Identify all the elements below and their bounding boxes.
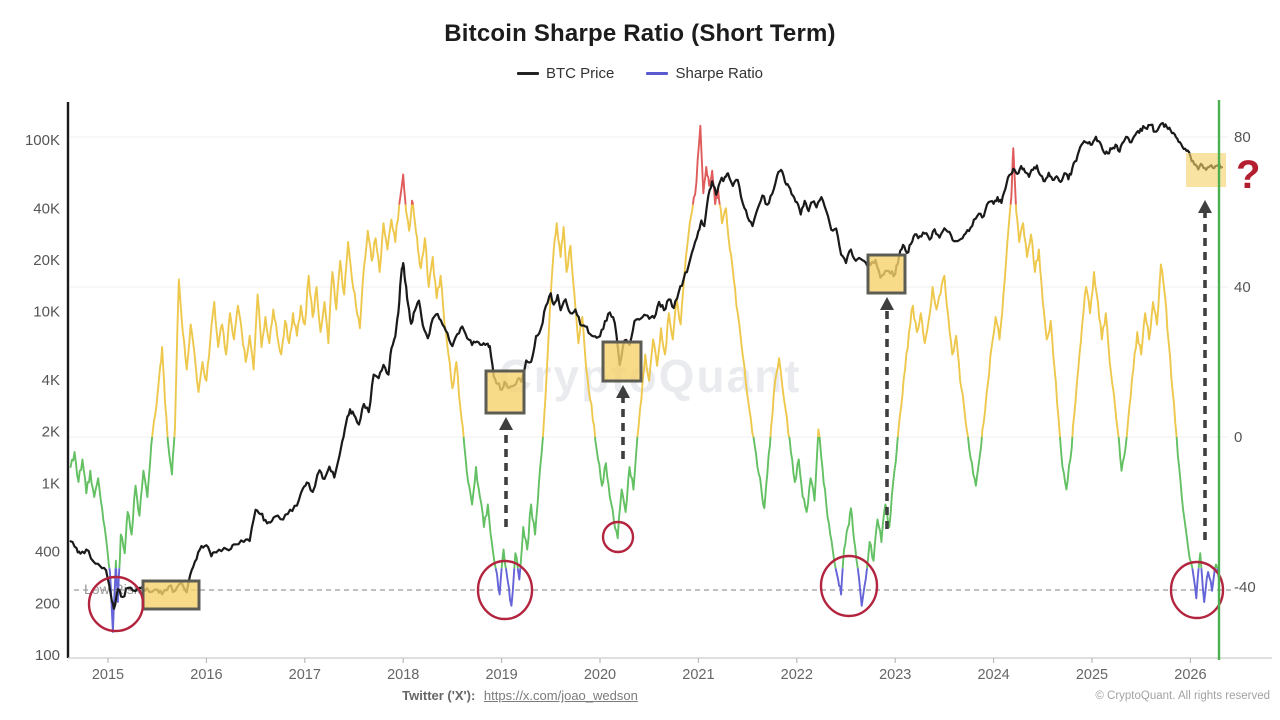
low-risk-circle <box>1169 560 1225 620</box>
question-mark-annotation: ? <box>1236 153 1260 197</box>
y-axis-label-left: 200 <box>35 595 60 612</box>
footer-copyright: © CryptoQuant. All rights reserved <box>1095 690 1270 702</box>
x-axis-label: 2017 <box>289 667 321 683</box>
y-axis-label-left: 400 <box>35 544 60 561</box>
footer-twitter: Twitter ('X'): https://x.com/joao_wedson <box>0 688 1040 703</box>
y-axis-label-right: 0 <box>1234 429 1242 446</box>
y-axis-label-left: 100 <box>35 647 60 664</box>
x-axis-label: 2022 <box>781 667 813 683</box>
y-axis-label-left: 4K <box>42 372 60 389</box>
sharpe-ratio-line <box>151 204 1178 437</box>
accumulation-box <box>484 369 526 415</box>
twitter-link[interactable]: https://x.com/joao_wedson <box>483 688 638 703</box>
x-axis-label: 2024 <box>977 667 1009 683</box>
y-axis-label-left: 10K <box>33 304 60 321</box>
btc-price-line-swatch <box>516 72 539 75</box>
legend-item-btc-price: BTC Price <box>516 65 615 82</box>
x-axis-label: 2015 <box>92 667 124 683</box>
arrow-head-icon <box>499 417 513 430</box>
x-axis-label: 2021 <box>682 667 714 683</box>
low-risk-circle <box>601 520 635 554</box>
y-axis-label-right: -40 <box>1234 579 1256 596</box>
x-axis-label: 2023 <box>879 667 911 683</box>
x-axis-label: 2018 <box>387 667 419 683</box>
x-axis-label: 2026 <box>1174 667 1206 683</box>
y-axis-label-left: 100K <box>25 132 60 149</box>
chart-legend: BTC Price Sharpe Ratio <box>0 62 1280 82</box>
btc-price-legend-label: BTC Price <box>545 65 615 82</box>
chart-title: Bitcoin Sharpe Ratio (Short Term) <box>444 20 836 47</box>
accumulation-box <box>866 253 907 295</box>
arrow-head-icon <box>880 297 894 310</box>
x-axis-label: 2020 <box>584 667 616 683</box>
x-axis-label: 2019 <box>485 667 517 683</box>
btc-price-line <box>69 121 1223 610</box>
accumulation-box <box>601 340 643 383</box>
accumulation-box <box>141 579 201 611</box>
low-risk-circle <box>87 575 145 633</box>
sharpe-ratio-line-swatch <box>646 72 669 75</box>
series-layer <box>69 121 1223 633</box>
y-axis-label-right: 40 <box>1234 279 1251 296</box>
y-axis-label-left: 2K <box>42 424 60 441</box>
arrow-head-icon <box>616 385 630 398</box>
low-risk-circle <box>819 554 879 618</box>
y-axis-label-left: 20K <box>33 252 60 269</box>
arrow-head-icon <box>1198 200 1212 213</box>
x-axis-label: 2016 <box>190 667 222 683</box>
x-axis-label: 2025 <box>1076 667 1108 683</box>
low-risk-circle <box>476 559 534 621</box>
legend-item-sharpe-ratio: Sharpe Ratio <box>646 65 763 82</box>
sharpe-ratio-legend-label: Sharpe Ratio <box>675 65 764 82</box>
twitter-label: Twitter ('X'): <box>402 688 476 703</box>
y-axis-label-left: 1K <box>42 475 60 492</box>
y-axis-label-left: 40K <box>33 200 60 217</box>
y-axis-label-right: 80 <box>1234 129 1251 146</box>
